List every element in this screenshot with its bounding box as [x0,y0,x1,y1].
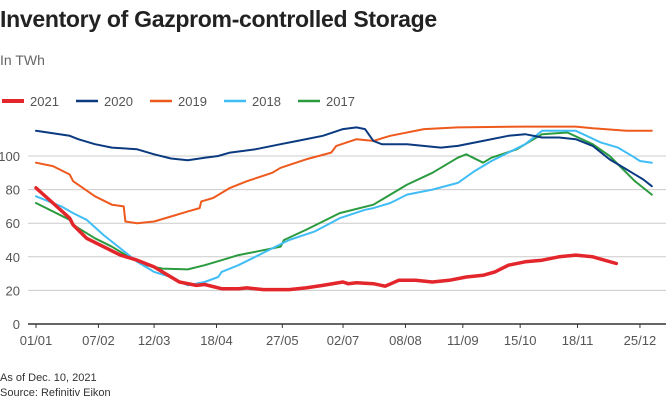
legend-label: 2020 [104,94,133,109]
x-tick-label: 18/04 [200,333,233,348]
y-tick-label: 60 [6,216,20,231]
series-line-2017 [35,131,653,271]
legend-item-2017: 2017 [298,94,355,109]
source-note: Source: Refinitiv Eikon [0,387,111,399]
x-tick-label: 01/01 [20,333,53,348]
series-line-2021 [34,186,619,292]
y-tick-label: 80 [6,183,20,198]
x-tick-label: 08/08 [389,333,422,348]
as-of-note: As of Dec. 10, 2021 [0,372,97,384]
legend-label: 2017 [326,94,355,109]
x-tick-label: 27/05 [266,333,299,348]
x-tick-label: 18/11 [562,333,594,348]
x-tick-label: 12/03 [138,333,171,348]
y-tick-label: 40 [6,250,20,265]
y-tick-label: 100 [0,149,20,164]
x-tick-label: 02/07 [327,333,360,348]
legend-label: 2019 [178,94,207,109]
x-tick-label: 11/09 [447,333,479,348]
legend-item-2018: 2018 [224,94,281,109]
legend-label: 2021 [30,94,59,109]
x-tick-label: 15/10 [504,333,537,348]
x-tick-label: 25/12 [624,333,657,348]
series-line-2019 [35,125,653,225]
y-tick-label: 0 [13,317,20,332]
legend-label: 2018 [252,94,281,109]
series-line-2020 [35,126,653,188]
x-tick-label: 07/02 [82,333,115,348]
legend-item-2019: 2019 [150,94,207,109]
series-line-2018 [35,129,653,287]
chart-title: Inventory of Gazprom-controlled Storage [0,6,437,32]
y-tick-label: 20 [6,283,20,298]
legend-item-2021: 2021 [2,94,59,109]
chart-subtitle: In TWh [0,52,45,68]
legend-item-2020: 2020 [76,94,133,109]
